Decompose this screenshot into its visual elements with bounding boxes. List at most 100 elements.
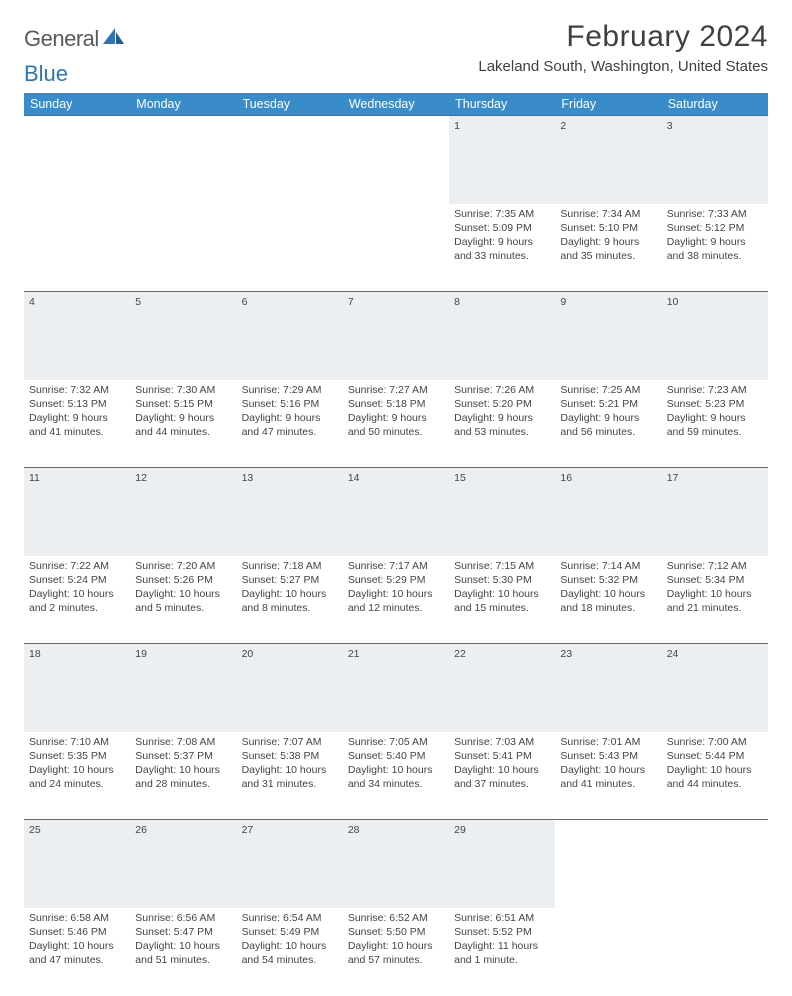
day-number-cell: 5 bbox=[130, 292, 236, 380]
day-number-cell: 24 bbox=[662, 644, 768, 732]
day-cell: Sunrise: 6:58 AMSunset: 5:46 PMDaylight:… bbox=[24, 908, 130, 996]
daylight-line-1: Daylight: 10 hours bbox=[454, 763, 550, 777]
day-number-cell: 12 bbox=[130, 468, 236, 556]
day-cell: Sunrise: 7:03 AMSunset: 5:41 PMDaylight:… bbox=[449, 732, 555, 820]
daylight-line-1: Daylight: 9 hours bbox=[560, 235, 656, 249]
sunset-line: Sunset: 5:15 PM bbox=[135, 397, 231, 411]
day-cell: Sunrise: 6:52 AMSunset: 5:50 PMDaylight:… bbox=[343, 908, 449, 996]
day-cell bbox=[130, 204, 236, 292]
day-cell: Sunrise: 7:35 AMSunset: 5:09 PMDaylight:… bbox=[449, 204, 555, 292]
day-cell: Sunrise: 7:00 AMSunset: 5:44 PMDaylight:… bbox=[662, 732, 768, 820]
day-number-cell: 14 bbox=[343, 468, 449, 556]
daylight-line-1: Daylight: 9 hours bbox=[454, 235, 550, 249]
daylight-line-2: and 8 minutes. bbox=[242, 601, 338, 615]
sunset-line: Sunset: 5:29 PM bbox=[348, 573, 444, 587]
daylight-line-1: Daylight: 9 hours bbox=[667, 235, 763, 249]
daylight-line-2: and 57 minutes. bbox=[348, 953, 444, 967]
sunset-line: Sunset: 5:32 PM bbox=[560, 573, 656, 587]
day-number-row: 11121314151617 bbox=[24, 468, 768, 556]
logo: General bbox=[24, 20, 127, 52]
sunrise-line: Sunrise: 7:05 AM bbox=[348, 735, 444, 749]
daylight-line-2: and 5 minutes. bbox=[135, 601, 231, 615]
daylight-line-2: and 35 minutes. bbox=[560, 249, 656, 263]
day-cell bbox=[237, 204, 343, 292]
sunrise-line: Sunrise: 7:12 AM bbox=[667, 559, 763, 573]
sunrise-line: Sunrise: 7:10 AM bbox=[29, 735, 125, 749]
daylight-line-1: Daylight: 10 hours bbox=[560, 587, 656, 601]
daylight-line-2: and 21 minutes. bbox=[667, 601, 763, 615]
weekday-header: Thursday bbox=[449, 93, 555, 116]
sunset-line: Sunset: 5:18 PM bbox=[348, 397, 444, 411]
daylight-line-2: and 12 minutes. bbox=[348, 601, 444, 615]
daylight-line-1: Daylight: 10 hours bbox=[242, 939, 338, 953]
day-number-cell bbox=[237, 116, 343, 204]
day-number-cell: 29 bbox=[449, 820, 555, 908]
sunrise-line: Sunrise: 7:30 AM bbox=[135, 383, 231, 397]
daylight-line-2: and 34 minutes. bbox=[348, 777, 444, 791]
day-number-cell bbox=[555, 820, 661, 908]
daylight-line-2: and 37 minutes. bbox=[454, 777, 550, 791]
daylight-line-2: and 44 minutes. bbox=[135, 425, 231, 439]
sunrise-line: Sunrise: 7:27 AM bbox=[348, 383, 444, 397]
day-number-cell bbox=[130, 116, 236, 204]
calendar-header-row: SundayMondayTuesdayWednesdayThursdayFrid… bbox=[24, 93, 768, 116]
sunset-line: Sunset: 5:43 PM bbox=[560, 749, 656, 763]
day-number-cell: 7 bbox=[343, 292, 449, 380]
sunset-line: Sunset: 5:37 PM bbox=[135, 749, 231, 763]
day-number-row: 18192021222324 bbox=[24, 644, 768, 732]
day-cell: Sunrise: 7:20 AMSunset: 5:26 PMDaylight:… bbox=[130, 556, 236, 644]
day-cell: Sunrise: 6:51 AMSunset: 5:52 PMDaylight:… bbox=[449, 908, 555, 996]
sunrise-line: Sunrise: 7:34 AM bbox=[560, 207, 656, 221]
day-number-cell: 6 bbox=[237, 292, 343, 380]
daylight-line-2: and 28 minutes. bbox=[135, 777, 231, 791]
sunset-line: Sunset: 5:26 PM bbox=[135, 573, 231, 587]
sunrise-line: Sunrise: 6:52 AM bbox=[348, 911, 444, 925]
sunset-line: Sunset: 5:38 PM bbox=[242, 749, 338, 763]
daylight-line-2: and 2 minutes. bbox=[29, 601, 125, 615]
day-number-cell: 17 bbox=[662, 468, 768, 556]
day-cell: Sunrise: 7:01 AMSunset: 5:43 PMDaylight:… bbox=[555, 732, 661, 820]
day-number-cell: 4 bbox=[24, 292, 130, 380]
sunset-line: Sunset: 5:13 PM bbox=[29, 397, 125, 411]
weekday-header: Sunday bbox=[24, 93, 130, 116]
sunset-line: Sunset: 5:41 PM bbox=[454, 749, 550, 763]
day-number-cell: 2 bbox=[555, 116, 661, 204]
day-cell: Sunrise: 6:56 AMSunset: 5:47 PMDaylight:… bbox=[130, 908, 236, 996]
day-number-cell: 10 bbox=[662, 292, 768, 380]
day-cell: Sunrise: 7:34 AMSunset: 5:10 PMDaylight:… bbox=[555, 204, 661, 292]
sunset-line: Sunset: 5:09 PM bbox=[454, 221, 550, 235]
daylight-line-2: and 53 minutes. bbox=[454, 425, 550, 439]
day-number-cell bbox=[343, 116, 449, 204]
day-number-cell: 1 bbox=[449, 116, 555, 204]
sunrise-line: Sunrise: 7:03 AM bbox=[454, 735, 550, 749]
sunrise-line: Sunrise: 7:01 AM bbox=[560, 735, 656, 749]
day-cell: Sunrise: 7:25 AMSunset: 5:21 PMDaylight:… bbox=[555, 380, 661, 468]
day-cell: Sunrise: 7:30 AMSunset: 5:15 PMDaylight:… bbox=[130, 380, 236, 468]
daylight-line-2: and 38 minutes. bbox=[667, 249, 763, 263]
daylight-line-1: Daylight: 10 hours bbox=[135, 763, 231, 777]
daylight-line-1: Daylight: 10 hours bbox=[242, 587, 338, 601]
daylight-line-2: and 41 minutes. bbox=[29, 425, 125, 439]
day-cell: Sunrise: 6:54 AMSunset: 5:49 PMDaylight:… bbox=[237, 908, 343, 996]
day-cell bbox=[555, 908, 661, 996]
daylight-line-1: Daylight: 9 hours bbox=[560, 411, 656, 425]
sunset-line: Sunset: 5:16 PM bbox=[242, 397, 338, 411]
sunset-line: Sunset: 5:40 PM bbox=[348, 749, 444, 763]
sunset-line: Sunset: 5:20 PM bbox=[454, 397, 550, 411]
sunrise-line: Sunrise: 7:25 AM bbox=[560, 383, 656, 397]
sunrise-line: Sunrise: 6:56 AM bbox=[135, 911, 231, 925]
daylight-line-1: Daylight: 9 hours bbox=[242, 411, 338, 425]
daylight-line-1: Daylight: 10 hours bbox=[29, 939, 125, 953]
day-cell: Sunrise: 7:12 AMSunset: 5:34 PMDaylight:… bbox=[662, 556, 768, 644]
day-cell: Sunrise: 7:15 AMSunset: 5:30 PMDaylight:… bbox=[449, 556, 555, 644]
day-number-cell: 8 bbox=[449, 292, 555, 380]
weekday-header: Tuesday bbox=[237, 93, 343, 116]
sunset-line: Sunset: 5:10 PM bbox=[560, 221, 656, 235]
daylight-line-1: Daylight: 10 hours bbox=[667, 763, 763, 777]
sunrise-line: Sunrise: 7:33 AM bbox=[667, 207, 763, 221]
daylight-line-2: and 50 minutes. bbox=[348, 425, 444, 439]
day-number-cell: 13 bbox=[237, 468, 343, 556]
daylight-line-2: and 15 minutes. bbox=[454, 601, 550, 615]
day-cell: Sunrise: 7:14 AMSunset: 5:32 PMDaylight:… bbox=[555, 556, 661, 644]
sunrise-line: Sunrise: 7:20 AM bbox=[135, 559, 231, 573]
